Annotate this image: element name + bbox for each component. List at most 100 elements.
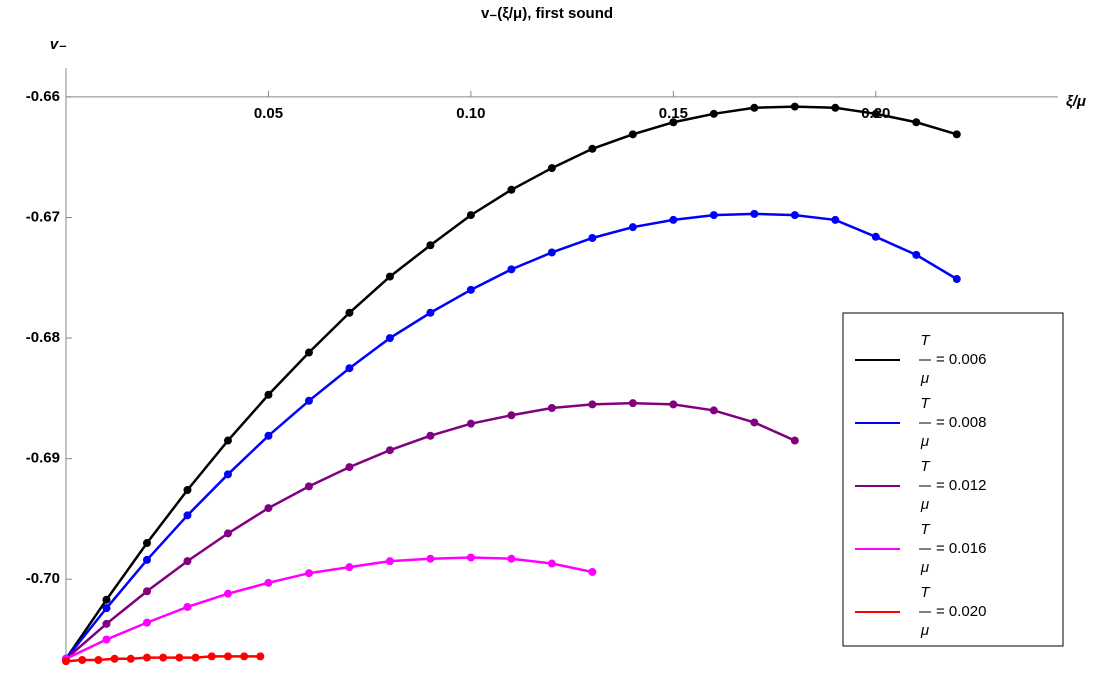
data-point	[304, 569, 313, 578]
data-point	[466, 285, 475, 294]
data-point	[831, 103, 840, 112]
data-point	[507, 265, 516, 274]
data-point	[223, 436, 232, 445]
legend-denominator: μ	[920, 622, 929, 639]
data-point	[191, 653, 200, 662]
data-point	[345, 563, 354, 572]
data-point	[426, 308, 435, 317]
data-point	[304, 396, 313, 405]
data-point	[426, 241, 435, 250]
legend-label: = 0.006	[936, 351, 986, 368]
data-point	[94, 656, 103, 664]
data-point	[588, 234, 597, 243]
data-point	[223, 652, 232, 661]
data-point	[385, 557, 394, 566]
legend-label: = 0.008	[936, 414, 986, 431]
data-point	[264, 578, 273, 587]
data-point	[547, 404, 556, 413]
data-point	[183, 602, 192, 611]
data-point	[466, 419, 475, 428]
data-point	[183, 557, 192, 566]
data-point	[142, 618, 151, 627]
data-point	[588, 144, 597, 153]
data-point	[142, 587, 151, 596]
data-point	[102, 619, 111, 628]
data-point	[385, 446, 394, 455]
data-point	[628, 223, 637, 232]
legend-denominator: μ	[920, 433, 929, 450]
data-point	[159, 653, 168, 662]
data-point	[102, 635, 111, 644]
data-point	[588, 567, 597, 576]
series-line	[65, 212, 958, 660]
legend-numerator: T	[920, 584, 931, 601]
data-point	[466, 553, 475, 562]
data-point	[426, 431, 435, 440]
data-point	[345, 463, 354, 472]
y-axis-label: v₋	[50, 36, 67, 53]
legend-numerator: T	[920, 521, 931, 538]
data-point	[790, 436, 799, 445]
data-point	[912, 118, 921, 127]
data-point	[750, 103, 759, 112]
data-point	[264, 390, 273, 399]
y-tick-label: -0.70	[26, 570, 60, 587]
data-point	[78, 656, 87, 664]
data-point	[507, 411, 516, 420]
data-point	[223, 529, 232, 538]
data-point	[426, 554, 435, 563]
data-point	[912, 250, 921, 259]
data-point	[110, 654, 119, 663]
data-point	[256, 652, 265, 661]
data-point	[709, 406, 718, 415]
data-point	[790, 211, 799, 220]
data-point	[588, 400, 597, 409]
data-point	[790, 102, 799, 111]
data-point	[466, 211, 475, 220]
y-tick-label: -0.69	[26, 450, 60, 467]
x-axis-label: ξ/μ	[1066, 93, 1086, 110]
data-point	[507, 554, 516, 563]
legend-numerator: T	[920, 332, 931, 349]
data-point	[126, 654, 135, 663]
y-tick-label: -0.67	[26, 208, 60, 225]
data-point	[385, 272, 394, 281]
data-point	[871, 109, 880, 118]
legend-denominator: μ	[920, 496, 929, 513]
data-point	[547, 164, 556, 173]
data-point	[750, 209, 759, 218]
data-point	[304, 482, 313, 491]
y-tick-label: -0.68	[26, 329, 60, 346]
data-point	[547, 248, 556, 257]
data-point	[669, 118, 678, 127]
data-point	[304, 348, 313, 357]
data-point	[628, 399, 637, 408]
data-point	[669, 215, 678, 224]
y-tick-label: -0.66	[26, 88, 60, 105]
data-point	[264, 504, 273, 513]
data-point	[264, 431, 273, 440]
data-point	[831, 215, 840, 224]
data-point	[507, 185, 516, 194]
data-point	[207, 652, 216, 661]
x-tick-label: 0.10	[456, 105, 485, 122]
legend-numerator: T	[920, 458, 931, 475]
legend-denominator: μ	[920, 559, 929, 576]
data-point	[345, 364, 354, 373]
data-point	[175, 653, 184, 662]
data-point	[547, 559, 556, 568]
legend-numerator: T	[920, 395, 931, 412]
data-point	[669, 400, 678, 409]
series-line	[65, 401, 796, 660]
x-tick-label: 0.05	[254, 105, 283, 122]
legend-label: = 0.020	[936, 603, 986, 620]
data-point	[183, 511, 192, 520]
series-line	[65, 556, 593, 660]
data-point	[750, 418, 759, 427]
data-point	[142, 539, 151, 548]
x-tick-label: 0.15	[659, 105, 688, 122]
data-point	[871, 232, 880, 241]
legend-denominator: μ	[920, 370, 929, 387]
data-point	[62, 657, 70, 666]
